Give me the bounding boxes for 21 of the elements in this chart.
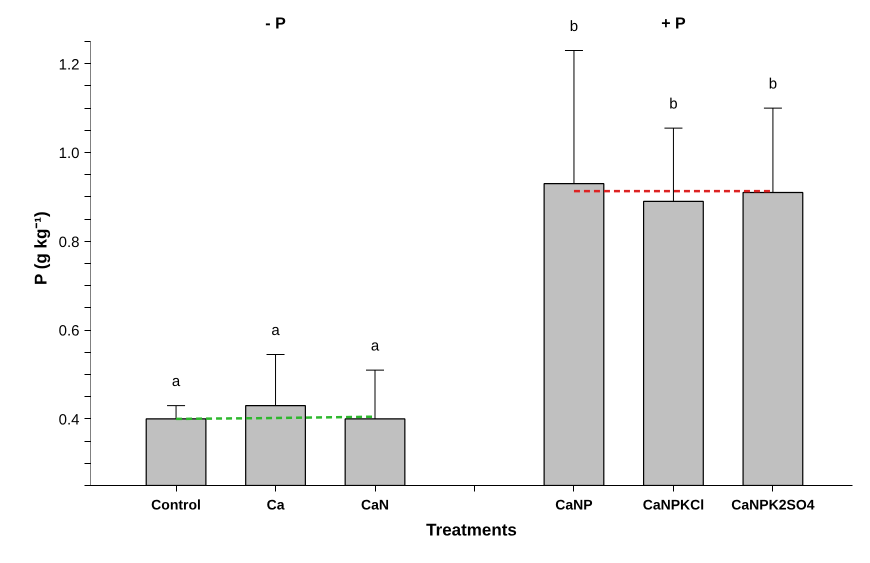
y-tick-label: 0.8 bbox=[58, 234, 80, 251]
x-tick-label: CaNPK2SO4 bbox=[731, 496, 815, 512]
text: - P bbox=[265, 15, 286, 32]
annotation: b bbox=[768, 76, 778, 93]
x-tick-label: CaNP bbox=[555, 496, 593, 512]
annotation: a bbox=[172, 373, 181, 390]
x-axis-title: Treatments bbox=[426, 520, 517, 540]
y-tick-label: 0.4 bbox=[58, 411, 80, 428]
y-tick-label: 1.0 bbox=[58, 145, 80, 162]
x-tick-label: Ca bbox=[266, 496, 285, 512]
annotation: a bbox=[271, 322, 280, 340]
text: + P bbox=[661, 15, 686, 32]
x-tick-label: CaN bbox=[361, 496, 390, 512]
y-tick-label: 1.2 bbox=[58, 56, 80, 74]
x-tick-label: CaNPKCl bbox=[642, 496, 704, 512]
annotation: a bbox=[370, 338, 380, 355]
x-tick-label: Control bbox=[151, 496, 201, 512]
annotation: b bbox=[669, 96, 678, 113]
y-tick-label: 0.6 bbox=[58, 322, 80, 340]
text: b bbox=[570, 18, 578, 35]
y-axis-title: P (g kg⁻¹) bbox=[32, 211, 51, 285]
